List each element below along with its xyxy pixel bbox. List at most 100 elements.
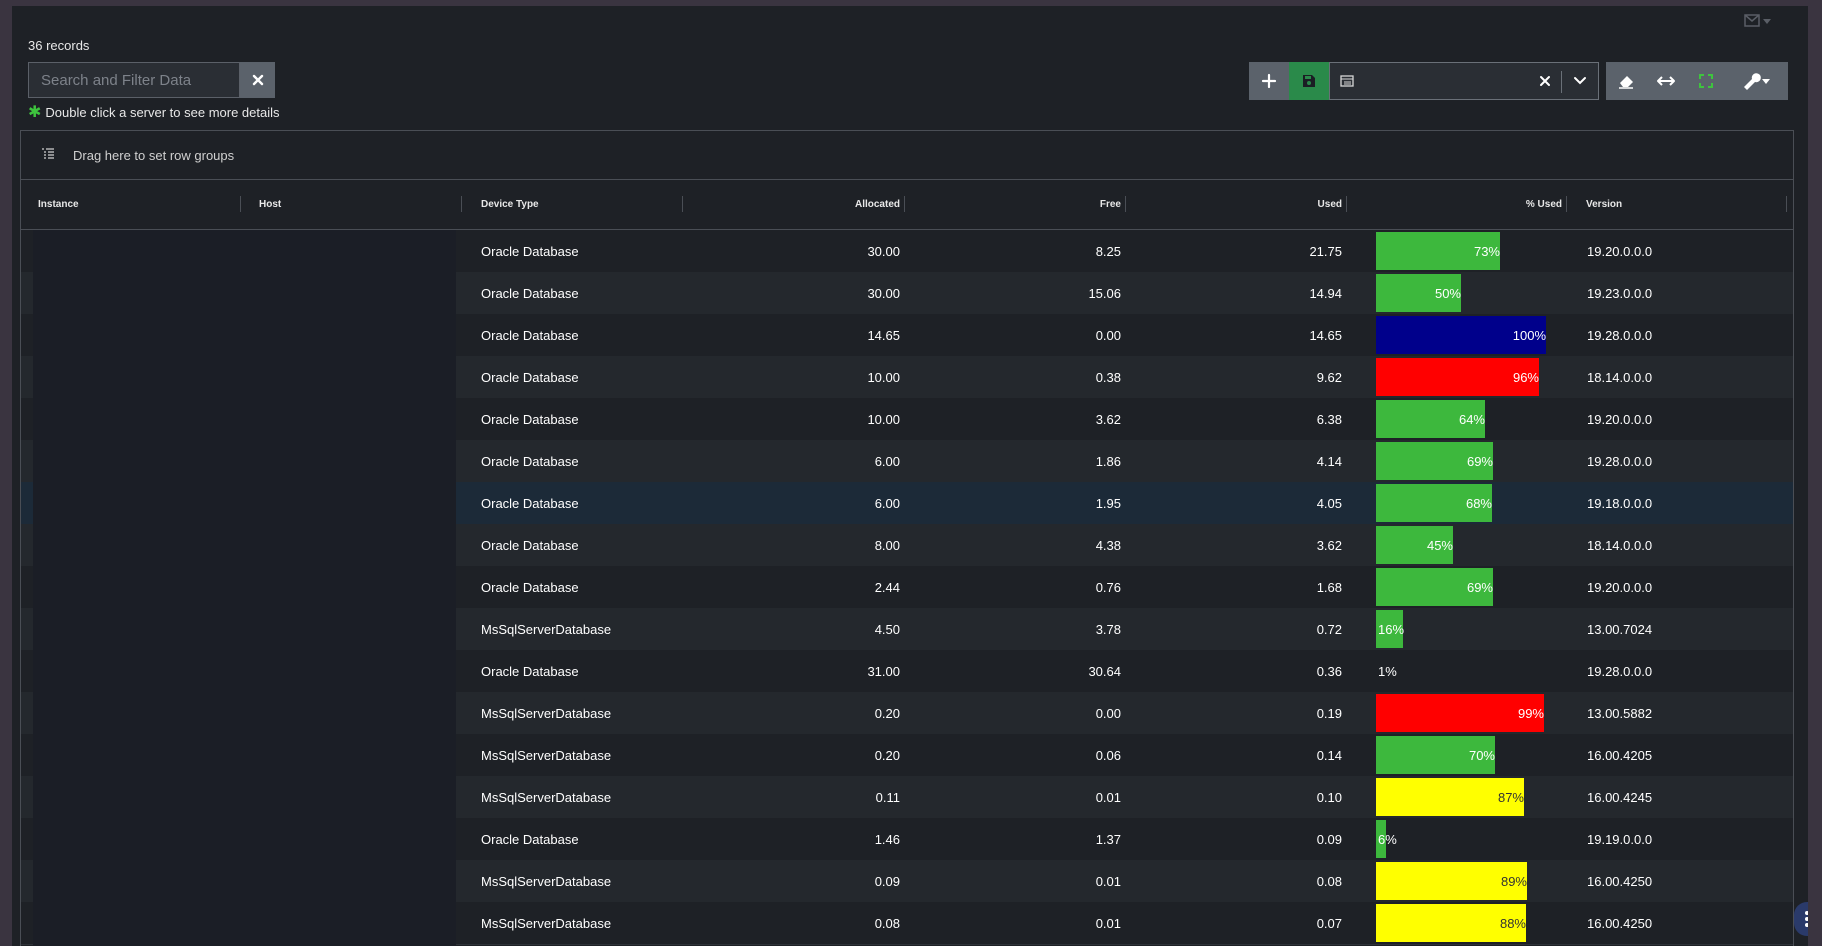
percent-used-bar	[1376, 904, 1526, 942]
column-resize-handle[interactable]	[1346, 196, 1347, 212]
grid-view-icon	[1340, 74, 1354, 93]
allocated-cell: 10.00	[867, 411, 900, 427]
expand-button[interactable]	[1686, 62, 1726, 100]
used-cell: 0.72	[1316, 621, 1342, 637]
percent-used-label: 99%	[1517, 705, 1544, 721]
version-cell: 18.14.0.0.0	[1587, 369, 1653, 385]
column-resize-handle[interactable]	[240, 196, 241, 212]
column-resize-handle[interactable]	[682, 196, 683, 212]
allocated-cell: 4.50	[874, 621, 900, 637]
free-cell: 0.76	[1095, 579, 1121, 595]
device-type-cell: MsSqlServerDatabase	[481, 705, 612, 721]
data-grid: Drag here to set row groups Instance Hos…	[20, 130, 1794, 946]
save-button[interactable]	[1289, 62, 1329, 100]
version-cell: 13.00.5882	[1587, 705, 1653, 721]
version-cell: 19.28.0.0.0	[1587, 453, 1653, 469]
device-type-cell: Oracle Database	[481, 537, 579, 553]
percent-used-bar	[1376, 862, 1527, 900]
expand-icon	[1699, 74, 1713, 88]
mail-icon[interactable]	[1744, 14, 1772, 28]
column-header-allocated[interactable]: Allocated	[854, 198, 900, 210]
allocated-cell: 30.00	[867, 243, 900, 259]
version-cell: 19.19.0.0.0	[1587, 831, 1653, 847]
version-cell: 19.20.0.0.0	[1587, 411, 1653, 427]
percent-used-label: 100%	[1512, 327, 1546, 343]
column-resize-handle[interactable]	[1786, 196, 1787, 212]
view-select-separator	[1561, 71, 1562, 93]
row-group-panel[interactable]: Drag here to set row groups	[21, 131, 1793, 180]
more-options-button[interactable]	[1794, 902, 1808, 936]
percent-used-cell: 87%	[1376, 778, 1576, 816]
device-type-cell: MsSqlServerDatabase	[481, 873, 612, 889]
column-resize-handle[interactable]	[1125, 196, 1126, 212]
clear-filters-button[interactable]	[1606, 62, 1646, 100]
column-resize-handle[interactable]	[1566, 196, 1567, 212]
free-cell: 30.64	[1088, 663, 1121, 679]
column-header-row: Instance Host Device Type Allocated Free…	[21, 179, 1793, 230]
search-input[interactable]	[28, 62, 240, 98]
allocated-cell: 0.20	[874, 705, 900, 721]
percent-used-cell: 99%	[1376, 694, 1576, 732]
percent-used-label: 6%	[1378, 831, 1397, 847]
percent-used-cell: 100%	[1376, 316, 1576, 354]
app-window: 36 records ✱ Double click a server to se…	[12, 6, 1808, 946]
allocated-cell: 2.44	[874, 579, 900, 595]
hint-text: Double click a server to see more detail…	[45, 105, 280, 120]
toolbar-tools-group	[1606, 62, 1788, 100]
used-cell: 0.09	[1316, 831, 1342, 847]
percent-used-bar	[1376, 526, 1453, 564]
used-cell: 0.19	[1316, 705, 1342, 721]
column-header-host[interactable]: Host	[259, 198, 282, 210]
device-type-cell: Oracle Database	[481, 663, 579, 679]
allocated-cell: 0.11	[875, 789, 900, 805]
chevron-down-icon[interactable]	[1572, 74, 1588, 93]
column-header-device-type[interactable]: Device Type	[481, 198, 539, 210]
fit-columns-button[interactable]	[1646, 62, 1686, 100]
eraser-icon	[1619, 76, 1633, 89]
allocated-cell: 0.09	[874, 873, 900, 889]
device-type-cell: Oracle Database	[481, 453, 579, 469]
percent-used-label: 64%	[1458, 411, 1485, 427]
column-header-free[interactable]: Free	[1099, 198, 1121, 210]
percent-used-cell: 70%	[1376, 736, 1576, 774]
free-cell: 0.38	[1095, 369, 1121, 385]
percent-used-label: 69%	[1466, 579, 1493, 595]
wrench-icon	[1744, 73, 1770, 90]
search-clear-button[interactable]	[240, 62, 275, 98]
column-header-used[interactable]: Used	[1317, 198, 1342, 210]
column-header-percent-used[interactable]: % Used	[1525, 198, 1562, 210]
view-clear-icon[interactable]	[1538, 74, 1552, 93]
percent-used-bar	[1376, 736, 1495, 774]
percent-used-bar	[1376, 274, 1461, 312]
percent-used-label: 1%	[1378, 663, 1397, 679]
free-cell: 0.01	[1095, 789, 1121, 805]
row-group-label: Drag here to set row groups	[73, 147, 235, 163]
column-resize-handle[interactable]	[461, 196, 462, 212]
used-cell: 4.05	[1316, 495, 1342, 511]
percent-used-label: 50%	[1434, 285, 1461, 301]
allocated-cell: 6.00	[874, 495, 900, 511]
column-header-instance[interactable]: Instance	[38, 198, 79, 210]
save-icon	[1303, 75, 1315, 87]
view-select[interactable]	[1329, 62, 1599, 100]
free-cell: 0.00	[1095, 705, 1121, 721]
records-count: 36 records	[28, 38, 90, 53]
percent-used-bar	[1376, 820, 1386, 858]
device-type-cell: Oracle Database	[481, 411, 579, 427]
version-cell: 19.23.0.0.0	[1587, 285, 1653, 301]
percent-used-label: 73%	[1473, 243, 1500, 259]
used-cell: 6.38	[1316, 411, 1342, 427]
percent-used-label: 45%	[1426, 537, 1453, 553]
column-header-version[interactable]: Version	[1586, 198, 1623, 210]
tools-menu-button[interactable]	[1726, 62, 1788, 100]
column-resize-handle[interactable]	[904, 196, 905, 212]
used-cell: 0.07	[1316, 915, 1342, 931]
percent-used-label: 89%	[1500, 873, 1527, 889]
add-button[interactable]	[1249, 62, 1289, 100]
free-cell: 8.25	[1095, 243, 1121, 259]
percent-used-label: 68%	[1465, 495, 1492, 511]
frozen-columns-area	[33, 230, 456, 946]
percent-used-cell: 88%	[1376, 904, 1576, 942]
version-cell: 19.20.0.0.0	[1587, 579, 1653, 595]
more-vertical-icon	[1805, 911, 1808, 927]
